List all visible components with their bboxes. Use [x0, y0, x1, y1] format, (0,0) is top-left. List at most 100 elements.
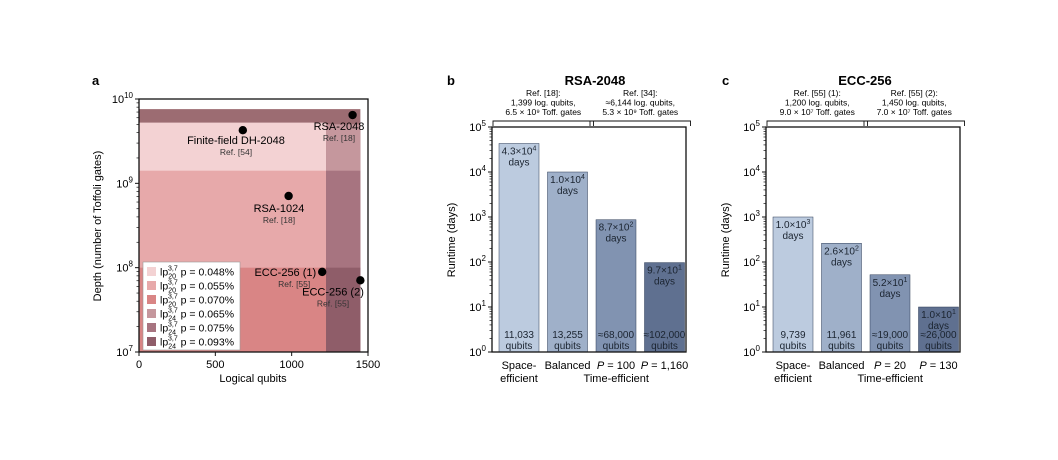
c-xlabel-0: Space- — [776, 360, 811, 372]
a-xtick-label-2: 1000 — [279, 359, 303, 371]
a-point-ref-0: Ref. [54] — [220, 147, 252, 157]
a-ytick-label-0: 107 — [116, 344, 133, 359]
a-ytick-label-1: 108 — [116, 260, 133, 275]
b-bracket-text-0: 1,399 log. qubits, — [511, 98, 576, 108]
a-legend-swatch-3 — [147, 309, 156, 318]
b-bar-unit-2: days — [605, 234, 626, 245]
a-point-ref-1: Ref. [18] — [323, 133, 355, 143]
b-ytick-label-0: 100 — [469, 344, 486, 359]
b-bracket-0 — [492, 120, 594, 126]
b-bar-qubits-0: 11,033 — [504, 330, 534, 341]
panel-label-b: b — [447, 73, 455, 88]
c-bar-value-0: 1.0×103 — [776, 219, 811, 231]
c-ytick-label-1: 101 — [743, 299, 760, 314]
a-legend-swatch-1 — [147, 281, 156, 290]
b-xlabel-2: P = 100 — [597, 360, 635, 372]
panel-b-title: RSA-2048 — [565, 73, 626, 88]
c-bar-unit-2: days — [879, 289, 900, 300]
c-bar-unit-3: days — [928, 321, 949, 332]
a-xtick-label-3: 1500 — [356, 359, 380, 371]
c-bar-qubits-2: ≈19,000 — [872, 330, 909, 341]
b-xlabel-1: Balanced — [545, 360, 591, 372]
a-xtick-label-0: 0 — [136, 359, 142, 371]
b-xlabel-0: efficient — [500, 373, 538, 385]
panel-a-frame — [138, 98, 369, 353]
c-bracket-text-0: 9.0 × 10⁷ Toff. gates — [780, 107, 855, 117]
c-bar-qubits-1: 11,961 — [827, 330, 857, 341]
c-bar-qubits-unit-2: qubits — [877, 341, 904, 352]
c-bracket-text-1: Ref. [55] (2): — [891, 88, 938, 98]
a-point-label-4: ECC-256 (2) — [302, 286, 364, 298]
c-xlabel-0: efficient — [774, 373, 812, 385]
b-bar-qubits-1: 13,255 — [552, 330, 583, 341]
b-bar-qubits-unit-0: qubits — [506, 341, 533, 352]
region-6 — [326, 267, 361, 352]
a-ytick-label-3: 1010 — [112, 91, 134, 106]
c-ytick-label-0: 100 — [743, 344, 760, 359]
c-bar-qubits-0: 9,739 — [780, 330, 805, 341]
c-ytick-label-2: 102 — [743, 254, 760, 269]
a-point-label-0: Finite-field DH-2048 — [187, 135, 285, 147]
c-bar-unit-0: days — [782, 231, 803, 242]
c-bar-1 — [821, 243, 862, 353]
a-legend-label-3: lp243,7 p = 0.065% — [160, 308, 234, 323]
c-bar-qubits-unit-0: qubits — [780, 341, 807, 352]
b-xlabel-0: Space- — [502, 360, 537, 372]
panel-c-title: ECC-256 — [838, 73, 891, 88]
panel-b-chart: RSA-2048 Ref. [18]:1,399 log. qubits,6.5… — [446, 73, 691, 385]
b-ytick-label-4: 104 — [469, 164, 486, 179]
a-point-ref-3: Ref. [55] — [278, 279, 310, 289]
c-bracket-text-1: 1,450 log. qubits, — [882, 98, 947, 108]
c-bar-2 — [869, 274, 911, 353]
panel-label-a: a — [92, 73, 100, 88]
b-xlabel-3: P = 1,160 — [641, 360, 688, 372]
c-bracket-text-0: 1,200 log. qubits, — [785, 98, 850, 108]
panel-a-xlabel: Logical qubits — [219, 373, 287, 385]
a-legend-swatch-5 — [147, 337, 156, 346]
a-legend-label-0: lp203,7 p = 0.048% — [160, 266, 234, 281]
b-bar-qubits-unit-2: qubits — [603, 341, 630, 352]
b-bracket-text-1: Ref. [34]: — [623, 88, 658, 98]
a-legend-box — [142, 261, 241, 351]
panel-c-frame — [765, 126, 961, 353]
b-ytick-label-1: 101 — [469, 299, 486, 314]
panel-c-ylabel: Runtime (days) — [720, 203, 732, 278]
c-group-label: Time-efficient — [858, 373, 923, 385]
a-ytick-label-2: 109 — [116, 175, 133, 190]
panel-label-c: c — [722, 73, 729, 88]
b-bracket-text-0: 6.5 × 10⁹ Toff. gates — [505, 107, 581, 117]
c-bar-value-3: 1.0×101 — [921, 309, 956, 321]
a-point-4 — [356, 276, 365, 285]
a-xtick-label-1: 500 — [206, 359, 224, 371]
panel-a-ylabel: Depth (number of Toffoli gates) — [92, 151, 104, 302]
b-ytick-label-2: 102 — [469, 254, 486, 269]
a-legend-swatch-0 — [147, 267, 156, 276]
b-bar-qubits-unit-1: qubits — [554, 341, 581, 352]
c-xlabel-2: P = 20 — [874, 360, 906, 372]
b-bar-value-0: 4.3×104 — [502, 145, 537, 157]
b-bracket-text-1: 5.3 × 10⁹ Toff. gates — [602, 107, 678, 117]
b-bracket-1 — [589, 120, 691, 126]
a-legend-label-4: lp243,7 p = 0.075% — [160, 322, 234, 337]
b-bar-qubits-unit-3: qubits — [651, 341, 678, 352]
a-legend-label-5: lp243,7 p = 0.093% — [160, 336, 234, 351]
a-legend-label-2: lp203,7 p = 0.070% — [160, 294, 234, 309]
b-bar-value-3: 9.7×101 — [647, 265, 682, 277]
b-bar-value-2: 8.7×102 — [599, 222, 634, 234]
c-bracket-text-1: 7.0 × 10⁷ Toff. gates — [877, 107, 952, 117]
c-bar-qubits-unit-1: qubits — [828, 341, 855, 352]
a-point-3 — [318, 267, 327, 277]
b-bar-0 — [498, 143, 540, 353]
b-ytick-label-5: 105 — [469, 119, 486, 134]
b-bar-unit-0: days — [508, 157, 529, 168]
a-legend-label-1: lp203,7 p = 0.055% — [160, 280, 234, 295]
c-bar-0 — [772, 216, 814, 353]
panel-c-chart: ECC-256 Ref. [55] (1):1,200 log. qubits,… — [720, 73, 965, 385]
b-bar-1 — [547, 171, 588, 353]
c-bar-unit-1: days — [831, 257, 852, 268]
c-xlabel-1: Balanced — [819, 360, 865, 372]
a-point-ref-2: Ref. [18] — [263, 215, 295, 225]
a-point-ref-4: Ref. [55] — [317, 298, 349, 308]
